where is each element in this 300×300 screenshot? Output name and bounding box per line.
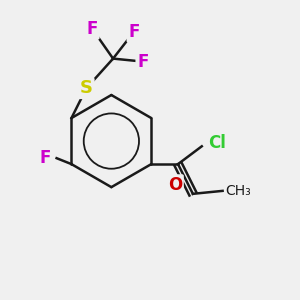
Text: Cl: Cl <box>208 134 226 152</box>
Text: S: S <box>80 79 93 97</box>
Text: F: F <box>128 23 140 41</box>
Text: F: F <box>87 20 98 38</box>
Text: O: O <box>168 176 182 194</box>
Text: F: F <box>39 149 50 167</box>
Text: CH₃: CH₃ <box>226 184 251 198</box>
Text: F: F <box>137 52 148 70</box>
